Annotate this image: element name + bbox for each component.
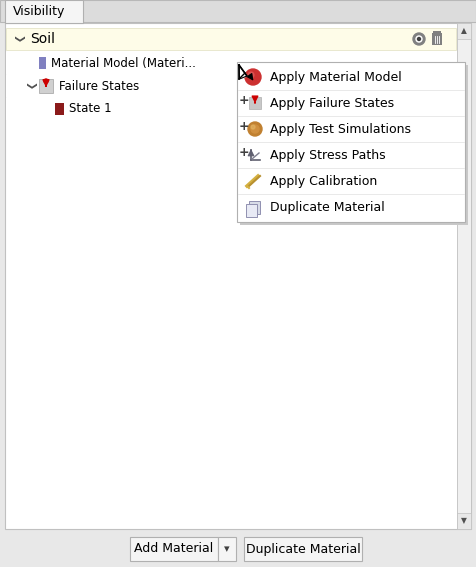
Bar bbox=[6, 75, 456, 97]
Circle shape bbox=[416, 36, 422, 42]
Text: Material Model (Materi...: Material Model (Materi... bbox=[51, 57, 196, 70]
Bar bbox=[237, 62, 465, 222]
Circle shape bbox=[251, 125, 259, 133]
Bar bbox=[218, 537, 236, 561]
Text: Soil: Soil bbox=[30, 32, 55, 46]
Text: Apply Stress Paths: Apply Stress Paths bbox=[270, 149, 386, 162]
Text: Add Material: Add Material bbox=[134, 543, 214, 556]
Text: Visibility: Visibility bbox=[13, 5, 65, 18]
Circle shape bbox=[44, 79, 48, 83]
Bar bbox=[39, 57, 46, 69]
Bar bbox=[249, 201, 260, 214]
Text: Duplicate Material: Duplicate Material bbox=[246, 543, 360, 556]
Bar bbox=[246, 204, 257, 217]
Bar bbox=[55, 103, 64, 115]
Bar bbox=[433, 31, 441, 34]
Bar bbox=[240, 65, 468, 225]
Circle shape bbox=[413, 33, 425, 45]
Text: +: + bbox=[238, 95, 249, 108]
Circle shape bbox=[245, 69, 261, 85]
Text: State 1: State 1 bbox=[69, 103, 112, 116]
Bar bbox=[130, 537, 218, 561]
Text: Apply Material Model: Apply Material Model bbox=[270, 70, 402, 83]
Bar bbox=[432, 33, 442, 45]
Circle shape bbox=[417, 37, 420, 40]
Circle shape bbox=[248, 122, 262, 136]
Bar bbox=[457, 513, 471, 529]
Bar bbox=[457, 23, 471, 39]
Circle shape bbox=[248, 72, 254, 78]
Bar bbox=[6, 52, 456, 74]
Text: Apply Failure States: Apply Failure States bbox=[270, 96, 394, 109]
Text: Apply Test Simulations: Apply Test Simulations bbox=[270, 122, 411, 136]
Bar bbox=[5, 0, 83, 23]
Bar bbox=[244, 537, 362, 561]
Text: ❯: ❯ bbox=[13, 35, 23, 43]
Circle shape bbox=[251, 125, 255, 129]
Text: ▲: ▲ bbox=[461, 27, 467, 36]
Text: Apply Calibration: Apply Calibration bbox=[270, 175, 377, 188]
Text: ▼: ▼ bbox=[461, 517, 467, 526]
Text: Failure States: Failure States bbox=[59, 79, 139, 92]
Bar bbox=[249, 97, 261, 109]
Bar bbox=[6, 28, 456, 50]
Bar bbox=[6, 98, 456, 120]
Bar bbox=[457, 23, 471, 529]
Bar bbox=[39, 79, 53, 93]
Polygon shape bbox=[239, 65, 247, 79]
Text: +: + bbox=[238, 121, 249, 133]
Bar bbox=[5, 23, 471, 529]
Text: Duplicate Material: Duplicate Material bbox=[270, 201, 385, 214]
Text: ❯: ❯ bbox=[25, 82, 35, 90]
Bar bbox=[0, 0, 476, 22]
Text: ▾: ▾ bbox=[224, 544, 230, 554]
Text: +: + bbox=[238, 146, 249, 159]
Bar bbox=[0, 531, 476, 567]
